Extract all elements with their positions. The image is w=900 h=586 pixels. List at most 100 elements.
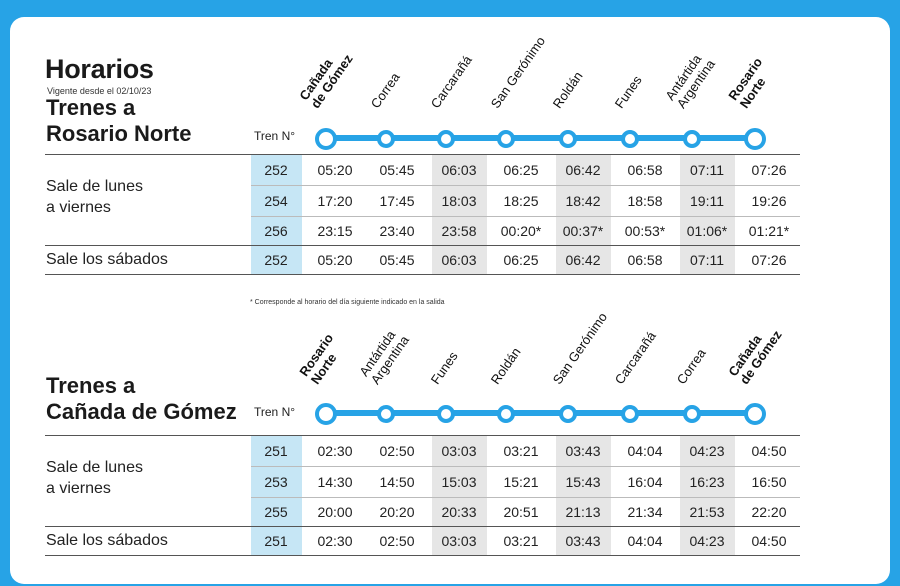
train-number: 256 (264, 223, 288, 239)
table-rule (45, 435, 800, 436)
highlight-column (556, 154, 611, 274)
train-number-column (251, 435, 302, 555)
departure-time: 19:11 (690, 193, 724, 209)
departure-time: 07:11 (690, 162, 724, 178)
footnote: * Corresponde al horario del día siguien… (250, 299, 445, 306)
departure-time: 00:37* (562, 223, 604, 239)
departure-time: 03:43 (565, 443, 601, 459)
station-name: Roldán (549, 68, 586, 111)
train-number: 254 (264, 193, 288, 209)
weekday-label-line: a viernes (46, 199, 111, 216)
station-name: Roldán (488, 345, 524, 387)
station-name: Rosario Norte (296, 331, 348, 387)
departure-time: 16:04 (627, 474, 663, 490)
station-dot-icon (437, 130, 455, 148)
departure-time: 02:30 (317, 443, 353, 459)
station-name: San Gerónimo (549, 309, 611, 387)
departure-time: 04:50 (751, 443, 787, 459)
departure-time: 05:45 (379, 162, 415, 178)
table-rule (45, 154, 800, 155)
route-title-line: Cañada de Gómez (46, 399, 237, 424)
departure-time: 18:58 (627, 193, 663, 209)
station-dot-icon (683, 130, 701, 148)
departure-time: 15:03 (441, 474, 477, 490)
departure-time: 20:00 (317, 504, 353, 520)
departure-time: 05:45 (379, 252, 415, 268)
departure-time: 16:23 (689, 474, 725, 490)
departure-time: 23:40 (379, 223, 415, 239)
station-dot-icon (315, 128, 337, 150)
departure-time: 04:04 (627, 443, 663, 459)
saturday-label: Sale los sábados (46, 532, 168, 549)
departure-time: 00:53* (624, 223, 666, 239)
route-title-line: Trenes a (46, 95, 136, 120)
departure-time: 03:03 (441, 533, 477, 549)
table-rule (251, 497, 800, 498)
station-name: Funes (611, 72, 645, 111)
route-line (326, 135, 756, 141)
station-name: Rosario Norte (725, 55, 777, 111)
station-dot-icon (559, 405, 577, 423)
station-name-line: Funes (427, 348, 461, 387)
departure-time: 21:53 (689, 504, 725, 520)
station-name: Cañada de Gómez (725, 320, 784, 387)
table-rule (45, 274, 800, 275)
highlight-column (432, 435, 487, 555)
station-name: Carcarañá (612, 329, 659, 387)
departure-time: 01:21* (748, 223, 790, 239)
validity-subtitle: Vigente desde el 02/10/23 (47, 86, 152, 96)
departure-time: 15:21 (503, 474, 539, 490)
departure-time: 06:42 (565, 162, 601, 178)
table-rule (251, 185, 800, 186)
departure-time: 05:20 (317, 162, 353, 178)
station-dot-icon (497, 405, 515, 423)
departure-time: 06:58 (627, 252, 663, 268)
departure-time: 21:34 (627, 504, 663, 520)
train-number: 253 (264, 474, 288, 490)
departure-time: 01:06* (686, 223, 728, 239)
weekday-label-line: a viernes (46, 480, 111, 497)
station-dot-icon (744, 403, 766, 425)
departure-time: 20:51 (503, 504, 539, 520)
departure-time: 07:26 (751, 162, 787, 178)
station-name-line: Roldán (549, 68, 586, 111)
departure-time: 06:58 (627, 162, 663, 178)
saturday-label: Sale los sábados (46, 251, 168, 268)
departure-time: 02:30 (317, 533, 353, 549)
departure-time: 04:23 (689, 443, 725, 459)
weekday-label-line: Sale de lunes (46, 459, 143, 476)
departure-time: 15:43 (565, 474, 601, 490)
station-name: Carcarañá (427, 52, 475, 111)
departure-time: 17:45 (379, 193, 415, 209)
train-number: 252 (264, 162, 288, 178)
station-dot-icon (377, 130, 395, 148)
station-name-line: Carcarañá (427, 52, 475, 111)
train-number-column (251, 154, 302, 274)
station-dot-icon (744, 128, 766, 150)
departure-time: 03:21 (503, 443, 539, 459)
departure-time: 04:50 (751, 533, 787, 549)
departure-time: 06:03 (441, 252, 477, 268)
station-dot-icon (437, 405, 455, 423)
route-line (326, 410, 756, 416)
highlight-column (556, 435, 611, 555)
train-number-label: Tren N° (254, 405, 296, 419)
departure-time: 03:43 (565, 533, 601, 549)
station-dot-icon (315, 403, 337, 425)
station-name-line: San Gerónimo (549, 309, 611, 387)
station-name: Antártida Argentina (662, 49, 718, 111)
departure-time: 14:30 (317, 474, 353, 490)
station-name-line: Funes (611, 72, 645, 111)
train-number: 251 (264, 443, 288, 459)
station-dot-icon (559, 130, 577, 148)
train-number: 251 (264, 533, 288, 549)
departure-time: 06:42 (565, 252, 601, 268)
station-name: Cañada de Gómez (296, 44, 355, 111)
departure-time: 17:20 (317, 193, 353, 209)
table-rule (251, 466, 800, 467)
highlight-column (680, 154, 735, 274)
weekday-label-line: Sale de lunes (46, 178, 143, 195)
station-name: Correa (674, 346, 709, 387)
departure-time: 03:21 (503, 533, 539, 549)
departure-time: 21:13 (565, 504, 601, 520)
